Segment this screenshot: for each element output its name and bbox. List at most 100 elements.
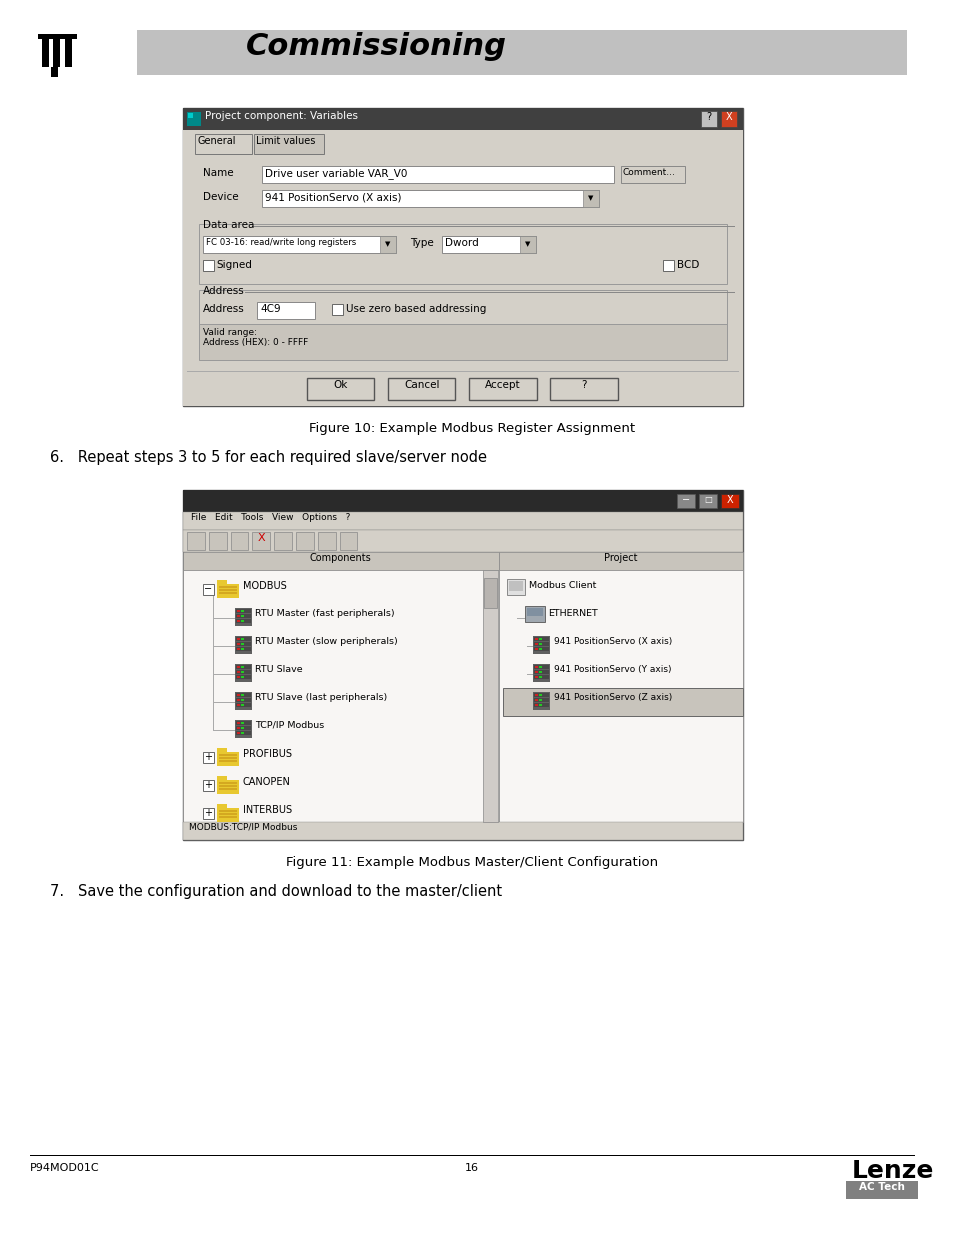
Bar — [526, 608, 542, 616]
Bar — [538, 666, 541, 668]
Bar — [240, 699, 243, 701]
Bar — [482, 571, 497, 823]
Bar — [218, 782, 236, 784]
Bar — [65, 40, 72, 67]
Bar — [236, 694, 239, 697]
Bar — [235, 637, 252, 641]
Text: ▼: ▼ — [385, 241, 391, 247]
Bar — [620, 165, 684, 183]
Bar — [203, 584, 213, 595]
Bar — [720, 494, 738, 508]
Bar — [534, 699, 537, 701]
Bar — [240, 666, 243, 668]
Bar — [240, 704, 243, 706]
Bar — [199, 324, 726, 359]
Bar — [519, 236, 535, 253]
Text: □: □ — [703, 495, 711, 504]
Bar — [582, 190, 598, 207]
Bar — [534, 648, 537, 650]
Bar — [533, 637, 549, 641]
Bar — [234, 608, 253, 626]
Text: RTU Slave (last peripherals): RTU Slave (last peripherals) — [255, 693, 387, 701]
Bar — [218, 813, 236, 815]
Bar — [533, 671, 549, 674]
Text: P94MOD01C: P94MOD01C — [30, 1163, 99, 1173]
Text: +: + — [204, 781, 212, 790]
Bar — [533, 676, 549, 679]
Bar — [235, 642, 252, 646]
Bar — [532, 664, 550, 682]
Bar — [218, 760, 236, 762]
Bar — [42, 40, 49, 67]
Bar — [332, 304, 342, 315]
Bar — [720, 111, 736, 127]
Text: Name: Name — [203, 168, 233, 178]
Text: Accept: Accept — [485, 380, 520, 390]
Bar — [236, 722, 239, 724]
Bar — [317, 532, 335, 550]
Bar — [235, 609, 252, 613]
Text: 16: 16 — [465, 1163, 478, 1173]
Bar — [532, 636, 550, 655]
Bar — [218, 810, 236, 811]
Bar — [216, 584, 238, 598]
Text: CANOPEN: CANOPEN — [242, 777, 290, 787]
Bar — [538, 671, 541, 673]
Bar — [216, 752, 238, 766]
Text: Ok: Ok — [333, 380, 348, 390]
Bar — [183, 490, 741, 840]
Bar — [203, 236, 395, 253]
Bar — [240, 615, 243, 618]
Bar — [379, 236, 395, 253]
Text: Device: Device — [203, 191, 238, 203]
Bar — [236, 732, 239, 734]
Bar — [236, 610, 239, 613]
Bar — [37, 35, 77, 40]
Text: Modbus Client: Modbus Client — [528, 580, 596, 590]
Text: −: − — [681, 495, 689, 505]
Bar — [187, 154, 738, 403]
Bar — [235, 693, 252, 697]
Bar — [307, 378, 374, 400]
Bar — [262, 190, 598, 207]
Bar — [240, 676, 243, 678]
Bar — [677, 494, 695, 508]
Bar — [235, 671, 252, 674]
Bar — [199, 224, 726, 284]
Text: Project: Project — [603, 553, 637, 563]
Text: AC Tech: AC Tech — [859, 1182, 904, 1192]
Bar — [538, 638, 541, 640]
Bar — [235, 619, 252, 622]
Bar — [203, 808, 213, 819]
Bar — [257, 303, 314, 319]
Bar — [240, 648, 243, 650]
Text: ETHERNET: ETHERNET — [548, 609, 598, 618]
Bar — [532, 692, 550, 710]
Bar — [506, 579, 524, 595]
Bar — [218, 755, 236, 756]
Bar — [183, 107, 741, 130]
Bar — [533, 642, 549, 646]
Text: 6.   Repeat steps 3 to 5 for each required slave/server node: 6. Repeat steps 3 to 5 for each required… — [50, 450, 486, 466]
Text: TCP/IP Modbus: TCP/IP Modbus — [255, 721, 324, 730]
Bar — [240, 620, 243, 622]
Bar — [339, 532, 357, 550]
Bar — [236, 638, 239, 640]
Bar — [183, 130, 741, 406]
Text: Components: Components — [310, 553, 371, 563]
Text: +: + — [204, 808, 212, 818]
Bar — [236, 699, 239, 701]
Bar — [253, 532, 270, 550]
Bar — [235, 647, 252, 651]
Bar — [538, 676, 541, 678]
Bar — [240, 610, 243, 613]
Bar — [508, 580, 522, 592]
Text: 941 PositionServo (X axis): 941 PositionServo (X axis) — [554, 637, 672, 646]
Text: MODBUS:TCP/IP Modbus: MODBUS:TCP/IP Modbus — [189, 823, 297, 832]
Bar — [51, 67, 58, 77]
Bar — [183, 490, 741, 513]
Text: Data area: Data area — [203, 220, 254, 230]
Bar — [502, 688, 741, 716]
Bar — [218, 816, 236, 818]
Text: Valid range:
Address (HEX): 0 - FFFF: Valid range: Address (HEX): 0 - FFFF — [203, 329, 308, 347]
